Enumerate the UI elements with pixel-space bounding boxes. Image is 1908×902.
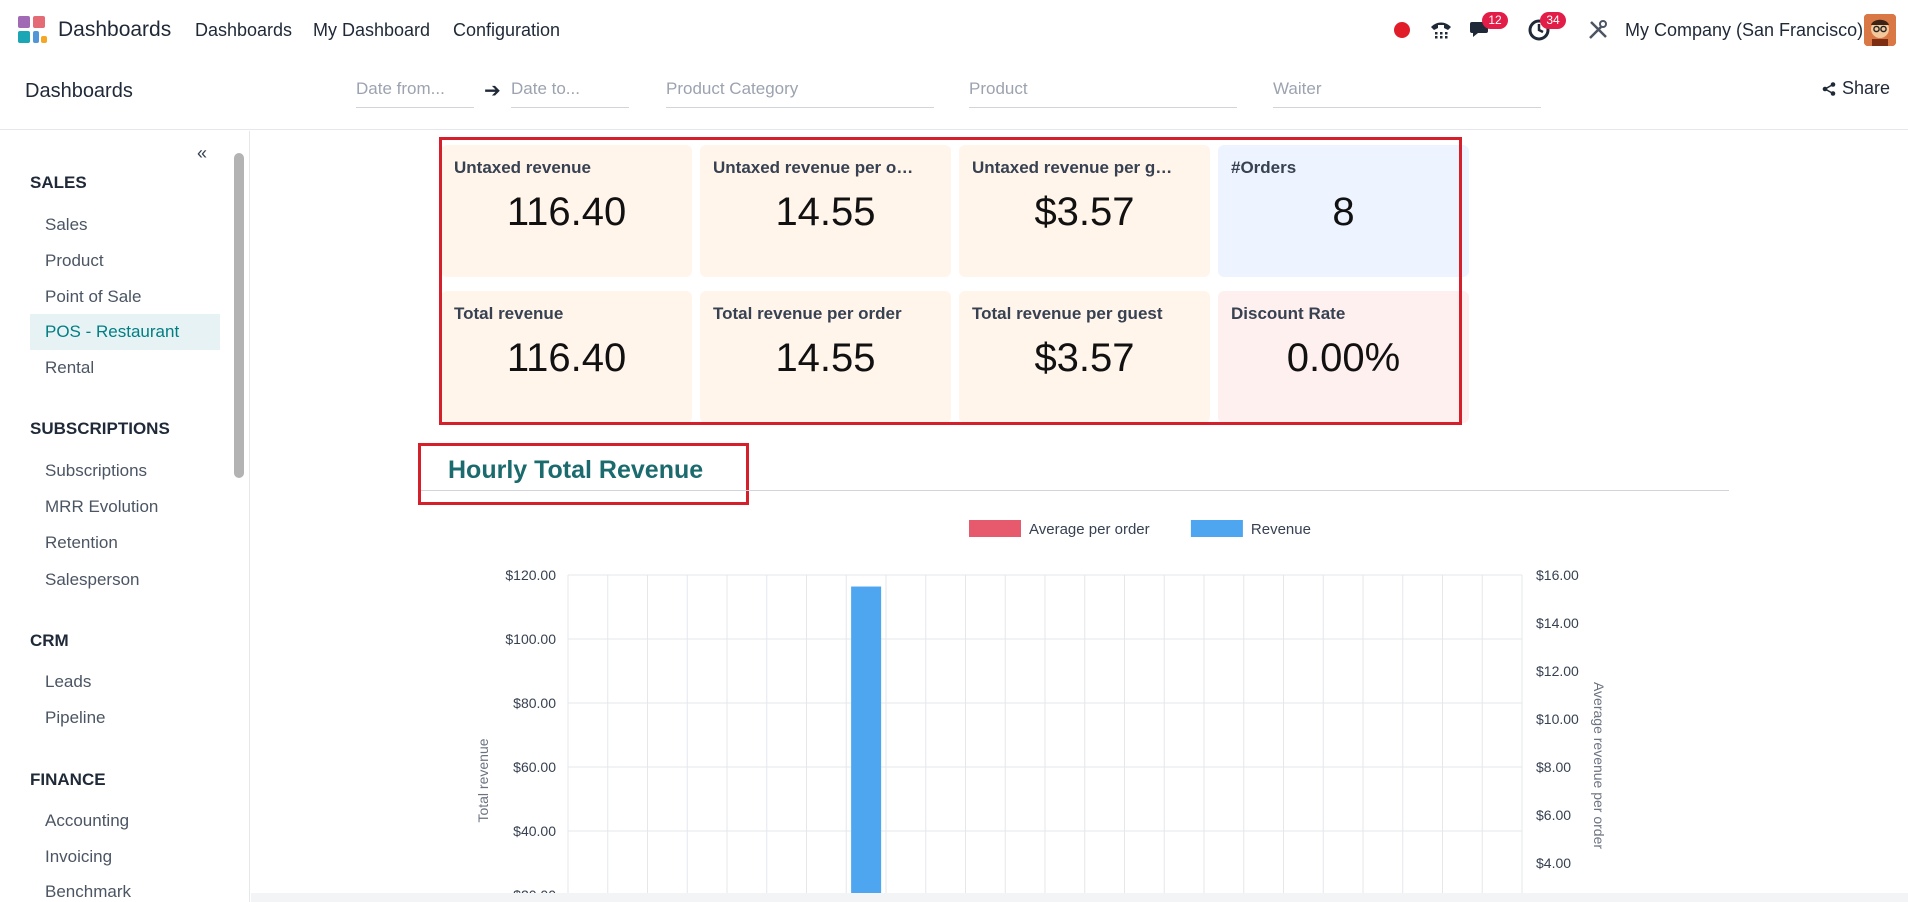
sidebar-item-accounting[interactable]: Accounting [45, 811, 130, 830]
recording-indicator-icon[interactable] [1394, 22, 1410, 38]
sidebar-item-retention[interactable]: Retention [45, 533, 118, 552]
activities-badge: 34 [1540, 12, 1566, 29]
title-highlight-box [418, 443, 749, 505]
sidebar-item-point-of-sale[interactable]: Point of Sale [45, 287, 142, 306]
y2-tick-label: $10.00 [1536, 711, 1579, 727]
legend-label: Revenue [1251, 521, 1311, 538]
sidebar-item-leads[interactable]: Leads [45, 672, 92, 691]
y2-tick-label: $4.00 [1536, 855, 1571, 871]
y2-tick-label: $12.00 [1536, 663, 1579, 679]
share-button[interactable]: Share [1822, 78, 1890, 99]
share-label: Share [1842, 78, 1891, 98]
arrow-right-icon: ➔ [484, 80, 501, 102]
page-title: Dashboards [25, 80, 133, 102]
y-tick-label: $120.00 [505, 567, 556, 583]
y-tick-label: $60.00 [513, 759, 556, 775]
kpi-value: $3.57 [1034, 190, 1135, 234]
kpi-value: $3.57 [1034, 336, 1135, 380]
y-tick-label: $100.00 [505, 631, 556, 647]
user-avatar[interactable] [1864, 14, 1896, 46]
hourly-revenue-chart: $20.00$40.00$60.00$80.00$100.00$120.00$2… [475, 520, 1607, 896]
sidebar-item-pipeline[interactable]: Pipeline [45, 708, 106, 727]
sidebar-item-benchmark[interactable]: Benchmark [45, 882, 131, 901]
kpi-discount-rate[interactable]: Discount Rate 0.00% [1218, 291, 1469, 423]
product-filter[interactable]: Product [969, 70, 1237, 108]
app-brand[interactable]: Dashboards [58, 18, 172, 41]
top-navbar: Dashboards Dashboards My Dashboard Confi… [0, 0, 1908, 60]
sidebar-item-pos-restaurant[interactable]: POS - Restaurant [30, 314, 220, 350]
section-subscriptions: SUBSCRIPTIONS [30, 419, 170, 438]
legend-label: Average per order [1029, 521, 1150, 538]
menu-dashboards[interactable]: Dashboards [195, 20, 293, 40]
sidebar-item-rental[interactable]: Rental [45, 358, 95, 377]
y2-tick-label: $14.00 [1536, 615, 1579, 631]
phone-icon[interactable] [1428, 16, 1454, 44]
legend-swatch [969, 520, 1021, 537]
y-axis-label: Total revenue [475, 738, 491, 822]
horizontal-scrollbar[interactable] [251, 893, 1908, 902]
kpi-highlight-box [439, 137, 1462, 425]
y-tick-label: $40.00 [513, 823, 556, 839]
sidebar-item-sales[interactable]: Sales [45, 215, 88, 234]
kpi-total-revenue-per-order[interactable]: Total revenue per order 14.55 [700, 291, 951, 423]
date-to-input[interactable]: Date to... [511, 70, 629, 108]
waiter-filter[interactable]: Waiter [1273, 70, 1541, 108]
y2-tick-label: $16.00 [1536, 567, 1579, 583]
sidebar-scrollbar[interactable] [234, 153, 244, 478]
section-crm: CRM [30, 631, 69, 650]
control-panel: Dashboards Date from... ➔ Date to... Pro… [0, 60, 1908, 130]
kpi-value: 14.55 [775, 336, 876, 380]
sidebar-item-subscriptions[interactable]: Subscriptions [45, 461, 148, 480]
menu-my-dashboard[interactable]: My Dashboard [313, 20, 431, 40]
app-menu-icon[interactable] [18, 16, 48, 46]
sidebar-item-salesperson[interactable]: Salesperson [45, 570, 140, 589]
sidebar-item-invoicing[interactable]: Invoicing [45, 847, 113, 866]
revenue-bar [851, 586, 882, 896]
activities-icon[interactable]: 34 [1526, 12, 1566, 44]
title-divider [421, 490, 1729, 491]
dashboard-content: Untaxed revenue 116.40 Untaxed revenue p… [251, 131, 1908, 902]
kpi-value: 8 [1332, 190, 1355, 234]
kpi-untaxed-revenue-per-guest[interactable]: Untaxed revenue per g… $3.57 [959, 145, 1210, 277]
section-finance: FINANCE [30, 770, 106, 789]
chart-section-title: Hourly Total Revenue [448, 456, 704, 484]
y2-tick-label: $6.00 [1536, 807, 1571, 823]
messages-icon[interactable]: 12 [1468, 12, 1508, 44]
kpi-value: 116.40 [506, 190, 627, 234]
kpi-untaxed-revenue-per-order[interactable]: Untaxed revenue per o… 14.55 [700, 145, 951, 277]
menu-configuration[interactable]: Configuration [453, 20, 561, 40]
kpi-total-revenue[interactable]: Total revenue 116.40 [441, 291, 692, 423]
legend-swatch [1190, 520, 1243, 537]
share-icon [1822, 81, 1836, 96]
sidebar-item-mrr-evolution[interactable]: MRR Evolution [45, 497, 159, 516]
y2-tick-label: $8.00 [1536, 759, 1571, 775]
section-sales: SALES [30, 173, 87, 192]
y-tick-label: $80.00 [513, 695, 556, 711]
y2-axis-label: Average revenue per order [1591, 682, 1607, 849]
kpi-value: 14.55 [775, 190, 876, 234]
kpi-orders[interactable]: #Orders 8 [1218, 145, 1469, 277]
sidebar-item-product[interactable]: Product [45, 251, 104, 270]
collapse-sidebar-icon[interactable]: « [197, 143, 208, 163]
company-switcher[interactable]: My Company (San Francisco) [1625, 20, 1864, 40]
y-tick-label: $20.00 [513, 887, 556, 896]
date-from-input[interactable]: Date from... [356, 70, 474, 108]
messages-badge: 12 [1482, 12, 1508, 29]
tools-icon[interactable] [1586, 16, 1610, 44]
kpi-value: 116.40 [506, 336, 627, 380]
product-category-filter[interactable]: Product Category [666, 70, 934, 108]
sidebar: « SALES Sales Product Point of Sale POS … [0, 131, 250, 902]
kpi-total-revenue-per-guest[interactable]: Total revenue per guest $3.57 [959, 291, 1210, 423]
kpi-untaxed-revenue[interactable]: Untaxed revenue 116.40 [441, 145, 692, 277]
kpi-value: 0.00% [1286, 336, 1401, 380]
